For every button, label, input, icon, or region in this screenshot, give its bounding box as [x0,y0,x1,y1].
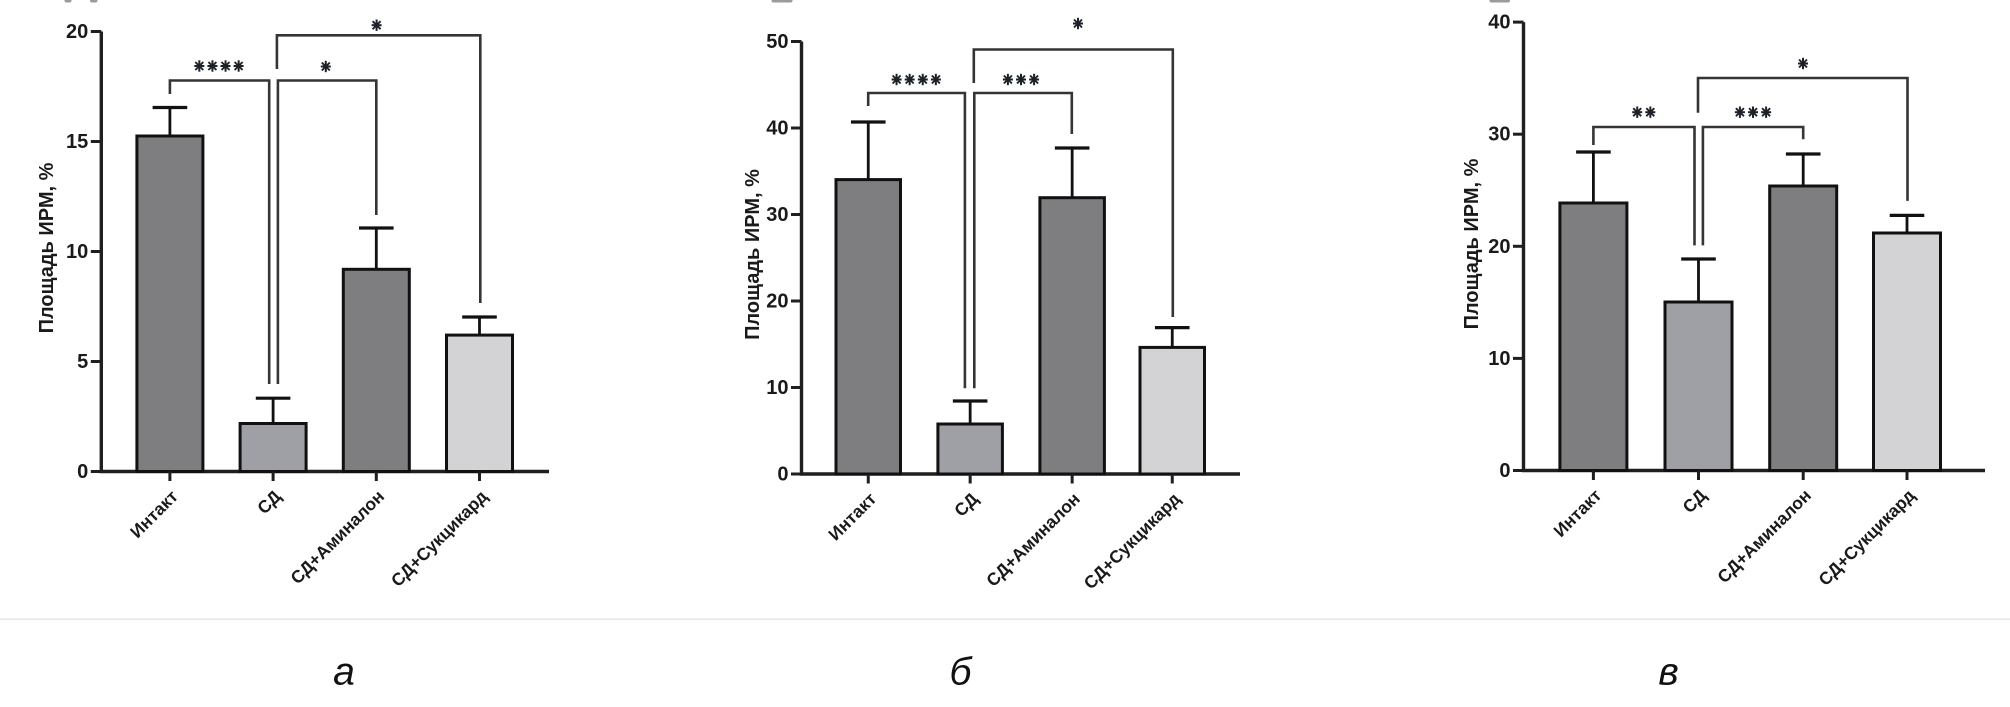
svg-text:15: 15 [66,131,88,153]
svg-text:10: 10 [766,377,788,399]
svg-text:10: 10 [1488,348,1510,370]
svg-text:10: 10 [66,241,88,263]
svg-text:30: 30 [766,204,788,226]
svg-text:20: 20 [1488,236,1510,258]
svg-text:20: 20 [766,291,788,313]
svg-text:Площадь ИРМ, %: Площадь ИРМ, % [36,162,58,333]
svg-text:Площадь ИРМ, %: Площадь ИРМ, % [742,169,764,340]
svg-text:20: 20 [66,21,88,43]
svg-text:40: 40 [766,118,788,140]
svg-text:Площадь ИРМ, %: Площадь ИРМ, % [1461,158,1483,329]
svg-text:а: а [333,651,355,694]
svg-text:40: 40 [1488,12,1510,34]
svg-text:в: в [1658,651,1678,694]
svg-text:0: 0 [77,461,88,483]
svg-text:б: б [950,651,974,694]
svg-text:0: 0 [777,464,788,486]
svg-text:5: 5 [77,351,88,373]
svg-text:0: 0 [1499,460,1510,482]
svg-text:50: 50 [766,31,788,53]
svg-text:30: 30 [1488,124,1510,146]
